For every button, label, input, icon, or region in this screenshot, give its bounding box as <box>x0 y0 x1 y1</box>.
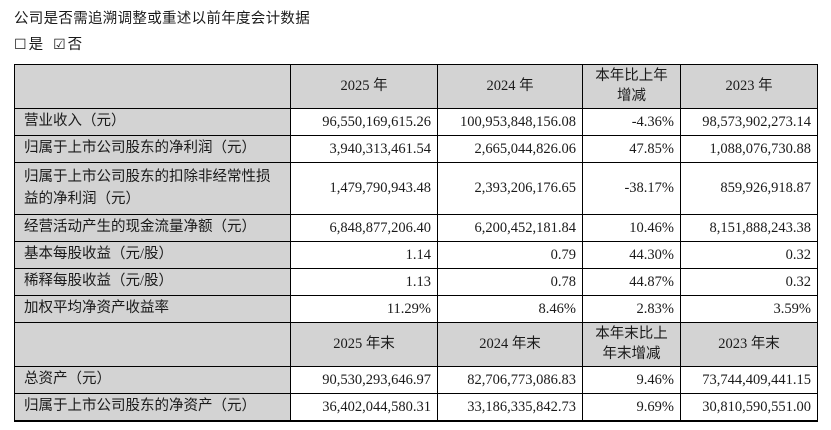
cell-change: -4.36% <box>582 108 681 137</box>
cell-2023-end: 73,744,409,441.15 <box>680 366 818 395</box>
col-header-yoy-change: 本年比上年增减 <box>582 63 681 110</box>
cell-change: 9.69% <box>582 393 681 423</box>
cell-2025-end: 36,402,044,580.31 <box>290 393 438 423</box>
year-end-header-row: 2025 年末 2024 年末 本年末比上年末增减 2023 年末 <box>14 322 818 368</box>
cell-2023: 3.59% <box>680 295 818 324</box>
cell-2024: 100,953,848,156.08 <box>437 108 583 137</box>
retrospective-adjustment-question: 公司是否需追溯调整或重述以前年度会计数据 <box>14 11 310 27</box>
row-label: 基本每股收益（元/股） <box>14 241 291 270</box>
col-header-empty <box>14 63 291 110</box>
cell-2024: 0.79 <box>437 241 583 270</box>
table-row-net-profit: 归属于上市公司股东的净利润（元） 3,940,313,461.54 2,665,… <box>14 135 818 164</box>
cell-2023: 98,573,902,273.14 <box>680 108 818 137</box>
table-row-total-assets: 总资产（元） 90,530,293,646.97 82,706,773,086.… <box>14 366 818 395</box>
col-header-2025-end: 2025 年末 <box>290 322 438 368</box>
cell-2023: 8,151,888,243.38 <box>680 214 818 243</box>
cell-2025: 6,848,877,206.40 <box>290 214 438 243</box>
table-row-operating-cash-flow: 经营活动产生的现金流量净额（元） 6,848,877,206.40 6,200,… <box>14 214 818 243</box>
cell-2025: 1,479,790,943.48 <box>290 162 438 216</box>
row-label: 经营活动产生的现金流量净额（元） <box>14 214 291 243</box>
option-yes: ☐ 是 <box>14 37 43 53</box>
cell-change: 47.85% <box>582 135 681 164</box>
cell-2024: 0.78 <box>437 268 583 297</box>
cell-2025-end: 90,530,293,646.97 <box>290 366 438 395</box>
cell-2024: 2,393,206,176.65 <box>437 162 583 216</box>
row-label: 加权平均净资产收益率 <box>14 295 291 324</box>
checkbox-checked-icon: ☑ <box>53 37 66 53</box>
col-header-2023-end: 2023 年末 <box>680 322 818 368</box>
row-label: 归属于上市公司股东的净利润（元） <box>14 135 291 164</box>
table-row-revenue: 营业收入（元） 96,550,169,615.26 100,953,848,15… <box>14 108 818 137</box>
col-header-empty <box>14 322 291 368</box>
cell-2024: 2,665,044,826.06 <box>437 135 583 164</box>
cell-2025: 3,940,313,461.54 <box>290 135 438 164</box>
cell-2024: 6,200,452,181.84 <box>437 214 583 243</box>
cell-2025: 1.14 <box>290 241 438 270</box>
row-label: 总资产（元） <box>14 366 291 395</box>
col-header-2023: 2023 年 <box>680 63 818 110</box>
cell-2024-end: 82,706,773,086.83 <box>437 366 583 395</box>
table-row-basic-eps: 基本每股收益（元/股） 1.14 0.79 44.30% 0.32 <box>14 241 818 270</box>
cell-2023-end: 30,810,590,551.00 <box>680 393 818 423</box>
row-label: 稀释每股收益（元/股） <box>14 268 291 297</box>
row-label: 营业收入（元） <box>14 108 291 137</box>
cell-2023: 0.32 <box>680 268 818 297</box>
col-header-2024-end: 2024 年末 <box>437 322 583 368</box>
cell-change: 44.30% <box>582 241 681 270</box>
option-yes-label: 是 <box>28 37 44 53</box>
cell-change: 9.46% <box>582 366 681 395</box>
financial-summary-table: 2025 年 2024 年 本年比上年增减 2023 年 营业收入（元） 96,… <box>14 63 818 423</box>
table-row-deducted-net-profit: 归属于上市公司股东的扣除非经常性损益的净利润（元） 1,479,790,943.… <box>14 162 818 216</box>
yes-no-options: ☐ 是 ☑ 否 <box>14 33 92 54</box>
cell-2023: 1,088,076,730.88 <box>680 135 818 164</box>
cell-change: 2.83% <box>582 295 681 324</box>
cell-2025: 1.13 <box>290 268 438 297</box>
table-row-net-assets: 归属于上市公司股东的净资产（元） 36,402,044,580.31 33,18… <box>14 393 818 423</box>
year-header-row: 2025 年 2024 年 本年比上年增减 2023 年 <box>14 63 818 110</box>
table-row-diluted-eps: 稀释每股收益（元/股） 1.13 0.78 44.87% 0.32 <box>14 268 818 297</box>
cell-2023: 859,926,918.87 <box>680 162 818 216</box>
cell-2024: 8.46% <box>437 295 583 324</box>
col-header-2024: 2024 年 <box>437 63 583 110</box>
col-header-2025: 2025 年 <box>290 63 438 110</box>
table-row-weighted-avg-roe: 加权平均净资产收益率 11.29% 8.46% 2.83% 3.59% <box>14 295 818 324</box>
row-label: 归属于上市公司股东的扣除非经常性损益的净利润（元） <box>14 162 291 216</box>
row-label: 归属于上市公司股东的净资产（元） <box>14 393 291 423</box>
option-no-label: 否 <box>67 37 83 53</box>
cell-2025: 96,550,169,615.26 <box>290 108 438 137</box>
cell-change: 10.46% <box>582 214 681 243</box>
option-no: ☑ 否 <box>53 37 82 53</box>
checkbox-unchecked-icon: ☐ <box>14 37 27 53</box>
cell-2024-end: 33,186,335,842.73 <box>437 393 583 423</box>
cell-2025: 11.29% <box>290 295 438 324</box>
cell-change: 44.87% <box>582 268 681 297</box>
cell-2023: 0.32 <box>680 241 818 270</box>
col-header-year-end-change: 本年末比上年末增减 <box>582 322 681 368</box>
cell-change: -38.17% <box>582 162 681 216</box>
